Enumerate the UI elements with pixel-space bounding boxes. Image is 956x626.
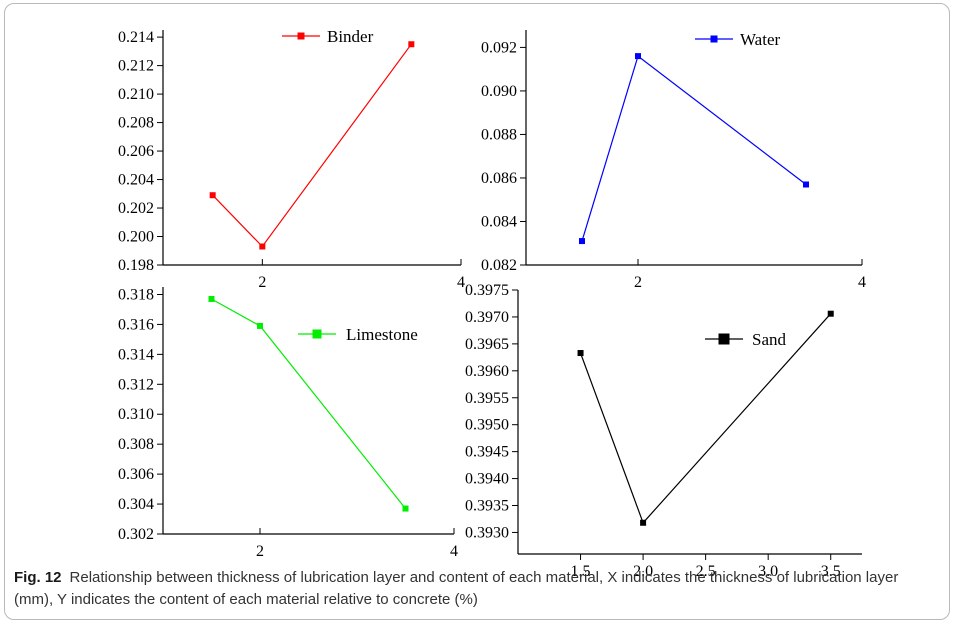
x-tick-label: 4 [858,274,866,291]
y-tick-label: 0.210 [118,86,154,103]
y-tick-label: 0.3935 [465,498,509,515]
y-tick-label: 0.212 [118,58,154,75]
y-tick-label: 0.3940 [465,471,509,488]
x-tick-label: 2 [256,543,264,560]
x-tick-label: 2.5 [696,563,716,580]
data-point [640,519,647,526]
y-tick-label: 0.314 [118,346,154,363]
y-tick-label: 0.318 [118,286,154,303]
y-tick-label: 0.302 [118,526,154,543]
legend-marker [312,329,322,339]
y-tick-label: 0.204 [118,172,154,189]
data-point [402,505,409,512]
caption-text: Relationship between thickness of lubric… [14,569,899,608]
caption-label: Fig. 12 [14,569,62,586]
series-line [581,55,807,242]
data-point [803,181,809,188]
chart-binder: 0.198 0.200 0.202 0.204 0.206 0.208 0.210 0.212… [118,27,465,291]
chart-sand: 0.3930 0.3935 0.3940 0.3945 0.3950 0.3955 0.39… [465,282,862,580]
data-point [635,53,641,60]
x-tick-label: 2.0 [633,563,653,580]
y-tick-label: 0.3965 [465,336,509,353]
x-tick-label: 3.0 [758,563,778,580]
y-tick-label: 0.3930 [465,524,509,541]
y-tick-label: 0.082 [481,257,517,274]
legend-marker [710,35,718,43]
legend-marker [718,333,730,345]
y-tick-label: 0.208 [118,115,154,132]
y-tick-label: 0.090 [481,83,517,100]
y-tick-label: 0.086 [481,170,517,187]
x-tick-label: 1.5 [571,563,591,580]
legend-marker [297,32,305,40]
data-point [827,310,834,317]
y-tick-label: 0.3945 [465,444,509,461]
figure-frame [4,3,950,620]
x-tick-label: 2 [634,274,642,291]
x-tick-label: 4 [457,274,465,291]
data-point [577,350,584,357]
legend-label: Limestone [346,325,418,344]
x-tick-label: 4 [450,543,458,560]
data-point [208,295,215,302]
y-tick-label: 0.310 [118,406,154,423]
data-point [209,192,216,199]
series-line [579,313,832,524]
y-tick-label: 0.092 [481,39,517,56]
y-tick-label: 0.198 [118,257,154,274]
series-line [212,43,412,248]
legend-label: Binder [327,27,374,46]
chart-limestone: 0.302 0.304 0.306 0.308 0.310 0.312 0.314 0.316… [118,286,458,560]
y-tick-label: 0.3955 [465,390,509,407]
y-tick-label: 0.3975 [465,282,509,299]
y-tick-label: 0.304 [118,496,154,513]
data-point [579,238,585,245]
legend-label: Sand [752,330,787,349]
y-tick-label: 0.312 [118,376,154,393]
y-tick-label: 0.3960 [465,363,509,380]
y-tick-label: 0.200 [118,229,154,246]
chart-water: 0.082 0.084 0.086 0.088 0.090 0.092 2 4 Water [481,30,866,291]
y-tick-label: 0.3950 [465,417,509,434]
legend-label: Water [740,30,780,49]
y-tick-label: 0.206 [118,143,154,160]
x-tick-label: 3.5 [821,563,841,580]
y-tick-label: 0.214 [118,29,154,46]
data-point [408,41,415,48]
y-tick-label: 0.088 [481,126,517,143]
y-tick-label: 0.3970 [465,309,509,326]
data-point [259,243,266,250]
y-tick-label: 0.084 [481,213,517,230]
y-tick-label: 0.308 [118,436,154,453]
y-tick-label: 0.202 [118,200,154,217]
y-tick-label: 0.316 [118,316,154,333]
figure-caption: Fig. 12 Relationship between thickness of… [14,567,939,611]
y-tick-label: 0.306 [118,466,154,483]
data-point [257,322,263,329]
x-tick-label: 2 [258,274,266,291]
